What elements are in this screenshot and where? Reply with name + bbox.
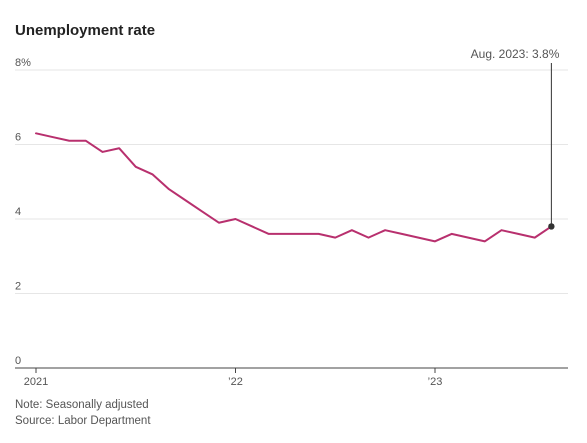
chart-title: Unemployment rate <box>15 22 156 39</box>
x-tick-label: ’22 <box>228 376 243 388</box>
y-tick-label: 4 <box>15 206 21 218</box>
y-tick-label: 6 <box>15 132 21 144</box>
annotation-label: Aug. 2023: 3.8% <box>471 47 560 61</box>
y-tick-label: 8% <box>15 57 31 69</box>
y-tick-label: 0 <box>15 355 21 367</box>
x-tick-label: 2021 <box>24 376 48 388</box>
x-tick-label: ’23 <box>428 376 443 388</box>
series-line-0 <box>35 132 553 243</box>
annotation: Aug. 2023: 3.8% <box>471 47 560 230</box>
y-axis-tick-labels: 0 2 4 6 8% <box>15 57 31 367</box>
series-layer <box>35 132 553 243</box>
chart-notes: Note: Seasonally adjusted Source: Labor … <box>15 397 151 429</box>
y-tick-label: 2 <box>15 281 21 293</box>
annotation-point-marker <box>548 223 555 230</box>
source-text: Source: Labor Department <box>15 415 151 427</box>
gridlines <box>15 69 568 294</box>
note-text: Note: Seasonally adjusted <box>15 399 149 411</box>
x-axis: 2021 ’22 ’23 <box>15 367 568 388</box>
